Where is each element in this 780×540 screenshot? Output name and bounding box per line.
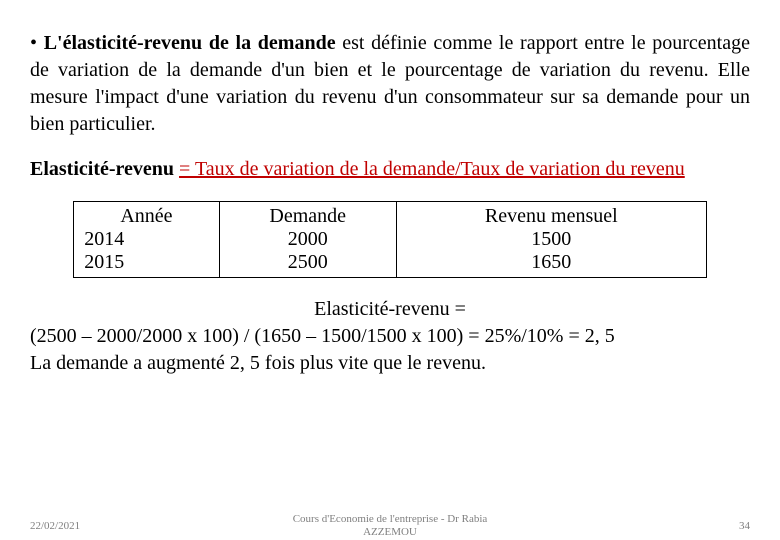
- table-cell: Revenu mensuel 1500 1650: [396, 202, 706, 278]
- header-demand: Demande: [230, 205, 386, 228]
- footer-date: 22/02/2021: [30, 520, 80, 532]
- table-cell: Demande 2000 2500: [219, 202, 396, 278]
- cell-r1c3: 1500: [407, 228, 696, 251]
- footer-course-1: Cours d'Economie de l'entreprise - Dr Ra…: [293, 513, 488, 525]
- table-cell: Année 2014 2015: [74, 202, 219, 278]
- bold-term: L'élasticité-revenu de la demande: [44, 32, 336, 54]
- bullet: •: [30, 32, 37, 54]
- cell-r2c3: 1650: [407, 251, 696, 274]
- cell-r2c2: 2500: [230, 251, 386, 274]
- cell-r1c2: 2000: [230, 228, 386, 251]
- calc-title: Elasticité-revenu =: [30, 296, 750, 323]
- table-row: Année 2014 2015 Demande 2000 2500 Revenu…: [74, 202, 707, 278]
- calculation-block: Elasticité-revenu = (2500 – 2000/2000 x …: [30, 296, 750, 377]
- header-year: Année: [84, 205, 208, 228]
- slide-footer: 22/02/2021 Cours d'Economie de l'entrepr…: [30, 520, 750, 532]
- data-table: Année 2014 2015 Demande 2000 2500 Revenu…: [73, 201, 707, 278]
- cell-r2c1: 2015: [84, 251, 208, 274]
- calc-line-3: La demande a augmenté 2, 5 fois plus vit…: [30, 350, 750, 377]
- formula-line: Elasticité-revenu = Taux de variation de…: [30, 156, 750, 183]
- slide: • L'élasticité-revenu de la demande est …: [0, 0, 780, 540]
- definition-paragraph: • L'élasticité-revenu de la demande est …: [30, 30, 750, 138]
- footer-page-number: 34: [739, 520, 750, 532]
- footer-course-2: AZZEMOU: [363, 526, 417, 538]
- footer-center: Cours d'Economie de l'entreprise - Dr Ra…: [30, 513, 750, 538]
- header-revenue: Revenu mensuel: [407, 205, 696, 228]
- cell-r1c1: 2014: [84, 228, 208, 251]
- formula-label: Elasticité-revenu: [30, 158, 179, 180]
- calc-line-2: (2500 – 2000/2000 x 100) / (1650 – 1500/…: [30, 323, 750, 350]
- formula-red-text: = Taux de variation de la demande/Taux d…: [179, 158, 685, 180]
